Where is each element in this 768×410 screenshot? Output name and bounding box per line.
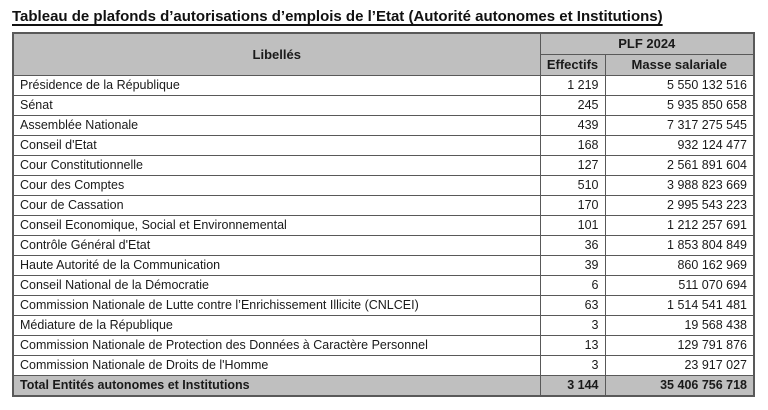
cell-masse: 5 550 132 516 [604, 74, 755, 96]
cell-label: Sénat [12, 94, 541, 116]
cell-masse: 2 561 891 604 [604, 154, 755, 176]
cell-label: Haute Autorité de la Communication [12, 254, 541, 276]
table-body: Présidence de la République 1 219 5 550 … [12, 74, 755, 397]
cell-effectifs: 63 [539, 294, 606, 316]
cell-masse: 1 853 804 849 [604, 234, 755, 256]
cell-masse: 129 791 876 [604, 334, 755, 356]
header-effectifs: Effectifs [539, 53, 606, 76]
total-masse: 35 406 756 718 [604, 374, 755, 397]
page-title: Tableau de plafonds d’autorisations d’em… [12, 8, 663, 25]
cell-label: Conseil National de la Démocratie [12, 274, 541, 296]
cell-label: Conseil Economique, Social et Environnem… [12, 214, 541, 236]
table-row: Présidence de la République 1 219 5 550 … [12, 74, 755, 96]
header-row-1: Libellés PLF 2024 [12, 32, 755, 76]
cell-effectifs: 3 [539, 354, 606, 376]
cell-label: Commission Nationale de Lutte contre l’E… [12, 294, 541, 316]
cell-masse: 5 935 850 658 [604, 94, 755, 116]
table-row: Commission Nationale de Droits de l'Homm… [12, 354, 755, 376]
table-row: Haute Autorité de la Communication 39 86… [12, 254, 755, 276]
header-masse-salariale: Masse salariale [604, 53, 755, 76]
total-label: Total Entités autonomes et Institutions [12, 374, 541, 397]
cell-label: Cour de Cassation [12, 194, 541, 216]
cell-label: Conseil d'Etat [12, 134, 541, 156]
header-libelles: Libellés [12, 32, 541, 76]
cell-masse: 932 124 477 [604, 134, 755, 156]
table-row: Sénat 245 5 935 850 658 [12, 94, 755, 116]
table-row: Assemblée Nationale 439 7 317 275 545 [12, 114, 755, 136]
table-row: Conseil National de la Démocratie 6 511 … [12, 274, 755, 296]
table-row: Conseil Economique, Social et Environnem… [12, 214, 755, 236]
cell-effectifs: 439 [539, 114, 606, 136]
cell-label: Commission Nationale de Droits de l'Homm… [12, 354, 541, 376]
cell-effectifs: 127 [539, 154, 606, 176]
cell-effectifs: 13 [539, 334, 606, 356]
cell-label: Médiature de la République [12, 314, 541, 336]
table-row: Cour de Cassation 170 2 995 543 223 [12, 194, 755, 216]
cell-label: Assemblée Nationale [12, 114, 541, 136]
cell-masse: 19 568 438 [604, 314, 755, 336]
cell-effectifs: 245 [539, 94, 606, 116]
table-row: Commission Nationale de Lutte contre l’E… [12, 294, 755, 316]
cell-effectifs: 101 [539, 214, 606, 236]
cell-masse: 511 070 694 [604, 274, 755, 296]
cell-effectifs: 1 219 [539, 74, 606, 96]
total-effectifs: 3 144 [539, 374, 606, 397]
header-plf-2024: PLF 2024 [539, 32, 755, 55]
total-row: Total Entités autonomes et Institutions … [12, 374, 755, 397]
cell-effectifs: 510 [539, 174, 606, 196]
table-row: Conseil d'Etat 168 932 124 477 [12, 134, 755, 156]
cell-effectifs: 170 [539, 194, 606, 216]
cell-masse: 860 162 969 [604, 254, 755, 276]
cell-masse: 7 317 275 545 [604, 114, 755, 136]
header-row-2: Effectifs Masse salariale [13, 53, 755, 76]
cell-masse: 2 995 543 223 [604, 194, 755, 216]
cell-label: Présidence de la République [12, 74, 541, 96]
cell-effectifs: 3 [539, 314, 606, 336]
cell-label: Cour des Comptes [12, 174, 541, 196]
cell-masse: 1 212 257 691 [604, 214, 755, 236]
table-row: Commission Nationale de Protection des D… [12, 334, 755, 356]
table-row: Médiature de la République 3 19 568 438 [12, 314, 755, 336]
cell-effectifs: 168 [539, 134, 606, 156]
table-row: Cour Constitutionnelle 127 2 561 891 604 [12, 154, 755, 176]
cell-effectifs: 36 [539, 234, 606, 256]
table-row: Contrôle Général d'Etat 36 1 853 804 849 [12, 234, 755, 256]
table-header: Libellés PLF 2024 Effectifs Masse salari… [12, 32, 755, 76]
cell-effectifs: 6 [539, 274, 606, 296]
cell-masse: 23 917 027 [604, 354, 755, 376]
plafonds-table: Libellés PLF 2024 Effectifs Masse salari… [12, 32, 755, 397]
cell-label: Contrôle Général d'Etat [12, 234, 541, 256]
table-row: Cour des Comptes 510 3 988 823 669 [12, 174, 755, 196]
cell-label: Cour Constitutionnelle [12, 154, 541, 176]
cell-effectifs: 39 [539, 254, 606, 276]
cell-masse: 1 514 541 481 [604, 294, 755, 316]
cell-masse: 3 988 823 669 [604, 174, 755, 196]
document-page: Tableau de plafonds d’autorisations d’em… [12, 8, 755, 397]
cell-label: Commission Nationale de Protection des D… [12, 334, 541, 356]
